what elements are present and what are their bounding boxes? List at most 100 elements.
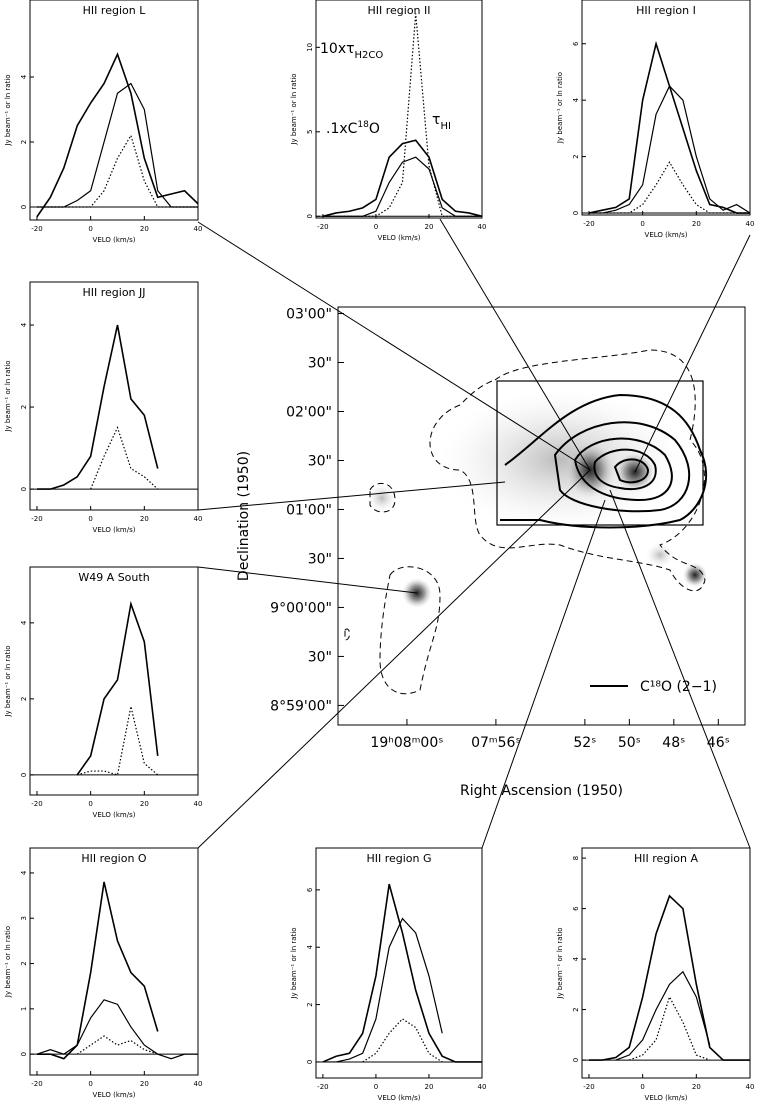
x-tick-label: 07ᵐ56ˢ [471,735,521,751]
y-tick-label: 2 [20,697,28,701]
x-tick-label: 0 [640,220,644,228]
plot-frame [29,281,199,511]
y-axis-label: Jy beam⁻¹ or ln ratio [290,73,298,145]
y-tick-label: 2 [20,961,28,965]
y-tick-label: 0 [20,1052,28,1056]
plot-frame [29,847,199,1076]
y-tick-label: 4 [20,870,28,875]
y-tick-label: 3 [20,916,28,920]
y-tick-label: 4 [20,74,28,79]
x-tick-label: -20 [31,800,42,808]
spectrum-line [322,883,482,1063]
x-tick-label: 0 [88,1080,92,1088]
spectrum-line [322,917,443,1063]
annotation-text: τ [432,112,440,128]
x-tick-label: 20 [692,220,701,228]
y-axis-label: Jy beam⁻¹ or ln ratio [290,927,298,999]
y-tick-label: 02'00" [286,405,332,421]
x-tick-label: 48ˢ [662,735,685,751]
spectrum-line [76,1035,158,1055]
y-axis-label: Jy beam⁻¹ or ln ratio [4,360,12,432]
y-tick-label: 0 [306,1060,314,1064]
y-tick-label: 0 [572,211,580,215]
plot-frame [315,847,483,1079]
y-tick-label: 2 [20,405,28,409]
x-axis-label: VELO (km/s) [378,1094,421,1102]
x-axis-label: VELO (km/s) [93,1091,136,1099]
y-tick-label: 2 [572,154,580,158]
spectrum-line [36,134,198,208]
spectrum-line [36,324,159,490]
x-tick-label: 40 [194,225,203,233]
x-tick-label: 20 [140,800,149,808]
y-tick-label: 5 [306,130,314,134]
map-frame [337,306,746,726]
y-tick-label: 10 [306,43,314,52]
y-tick-label: 01'00" [286,502,332,518]
x-tick-label: 0 [88,515,92,523]
annotation-sub: HI [440,121,450,132]
panel-title: HII region L [83,4,147,17]
panel-title: HII region JJ [82,286,145,299]
y-tick-label: 4 [572,956,580,961]
y-axis-label: Jy beam⁻¹ or ln ratio [4,74,12,146]
y-tick-label: 9°00'00" [270,600,332,616]
y-axis-label: Jy beam⁻¹ or ln ratio [556,72,564,144]
panel-title: HII region A [634,852,699,865]
x-tick-label: -20 [31,515,42,523]
y-axis-label: Jy beam⁻¹ or ln ratio [4,645,12,717]
x-tick-label: -20 [583,220,594,228]
spectrum-line [588,161,750,214]
x-tick-label: 40 [194,1080,203,1088]
annotation-text: .1xC [326,121,358,137]
spectrum-line [36,52,199,218]
x-tick-label: -20 [31,1080,42,1088]
x-tick-label: 40 [746,220,755,228]
y-tick-label: 03'00" [286,307,332,323]
y-tick-label: 8°59'00" [270,698,332,714]
x-tick-label: 46ˢ [707,735,730,751]
panel-title: HII region I [636,4,696,17]
y-tick-label: 2 [20,140,28,144]
x-tick-label: 40 [478,223,487,231]
x-tick-label: 40 [194,800,203,808]
y-tick-label: 1 [20,1007,28,1011]
y-tick-label: 4 [20,322,28,327]
x-axis-label: VELO (km/s) [93,236,136,244]
panel-title: HII region O [81,852,147,865]
y-tick-label: 6 [572,41,580,46]
panel-title: HII region II [367,4,430,17]
y-tick-label: 30" [308,453,332,469]
y-tick-label: 4 [572,97,580,102]
plot-frame [29,0,199,221]
x-tick-label: 0 [374,1083,378,1091]
spectrum-line [77,706,159,776]
x-tick-label: -20 [317,223,328,231]
annotation: 10xτH2CO [320,41,383,61]
x-tick-label: 0 [88,800,92,808]
x-tick-label: 0 [640,1083,644,1091]
spectrum-line [322,139,483,218]
y-axis-label: Jy beam⁻¹ or ln ratio [556,927,564,999]
annotation-text: O [369,121,380,137]
y-tick-label: 30" [308,649,332,665]
x-tick-label: 40 [194,515,203,523]
y-tick-label: 0 [306,214,314,218]
connector-lines [197,218,751,849]
y-tick-label: 2 [306,1002,314,1006]
annotation-sub: H2CO [355,50,384,61]
spectrum-line [629,995,710,1061]
spectrum-line [322,156,482,217]
plot-frame [315,0,483,219]
spectrum-line [588,894,750,1061]
x-tick-label: -20 [583,1083,594,1091]
y-tick-label: 4 [306,944,314,949]
x-tick-label: 0 [88,225,92,233]
x-tick-label: 20 [140,225,149,233]
x-tick-label: 20 [140,515,149,523]
panel-title: HII region G [366,852,431,865]
y-axis-label: Declination (1950) [236,451,252,581]
x-tick-label: 52ˢ [573,735,596,751]
annotation-sup: 18 [357,120,369,130]
